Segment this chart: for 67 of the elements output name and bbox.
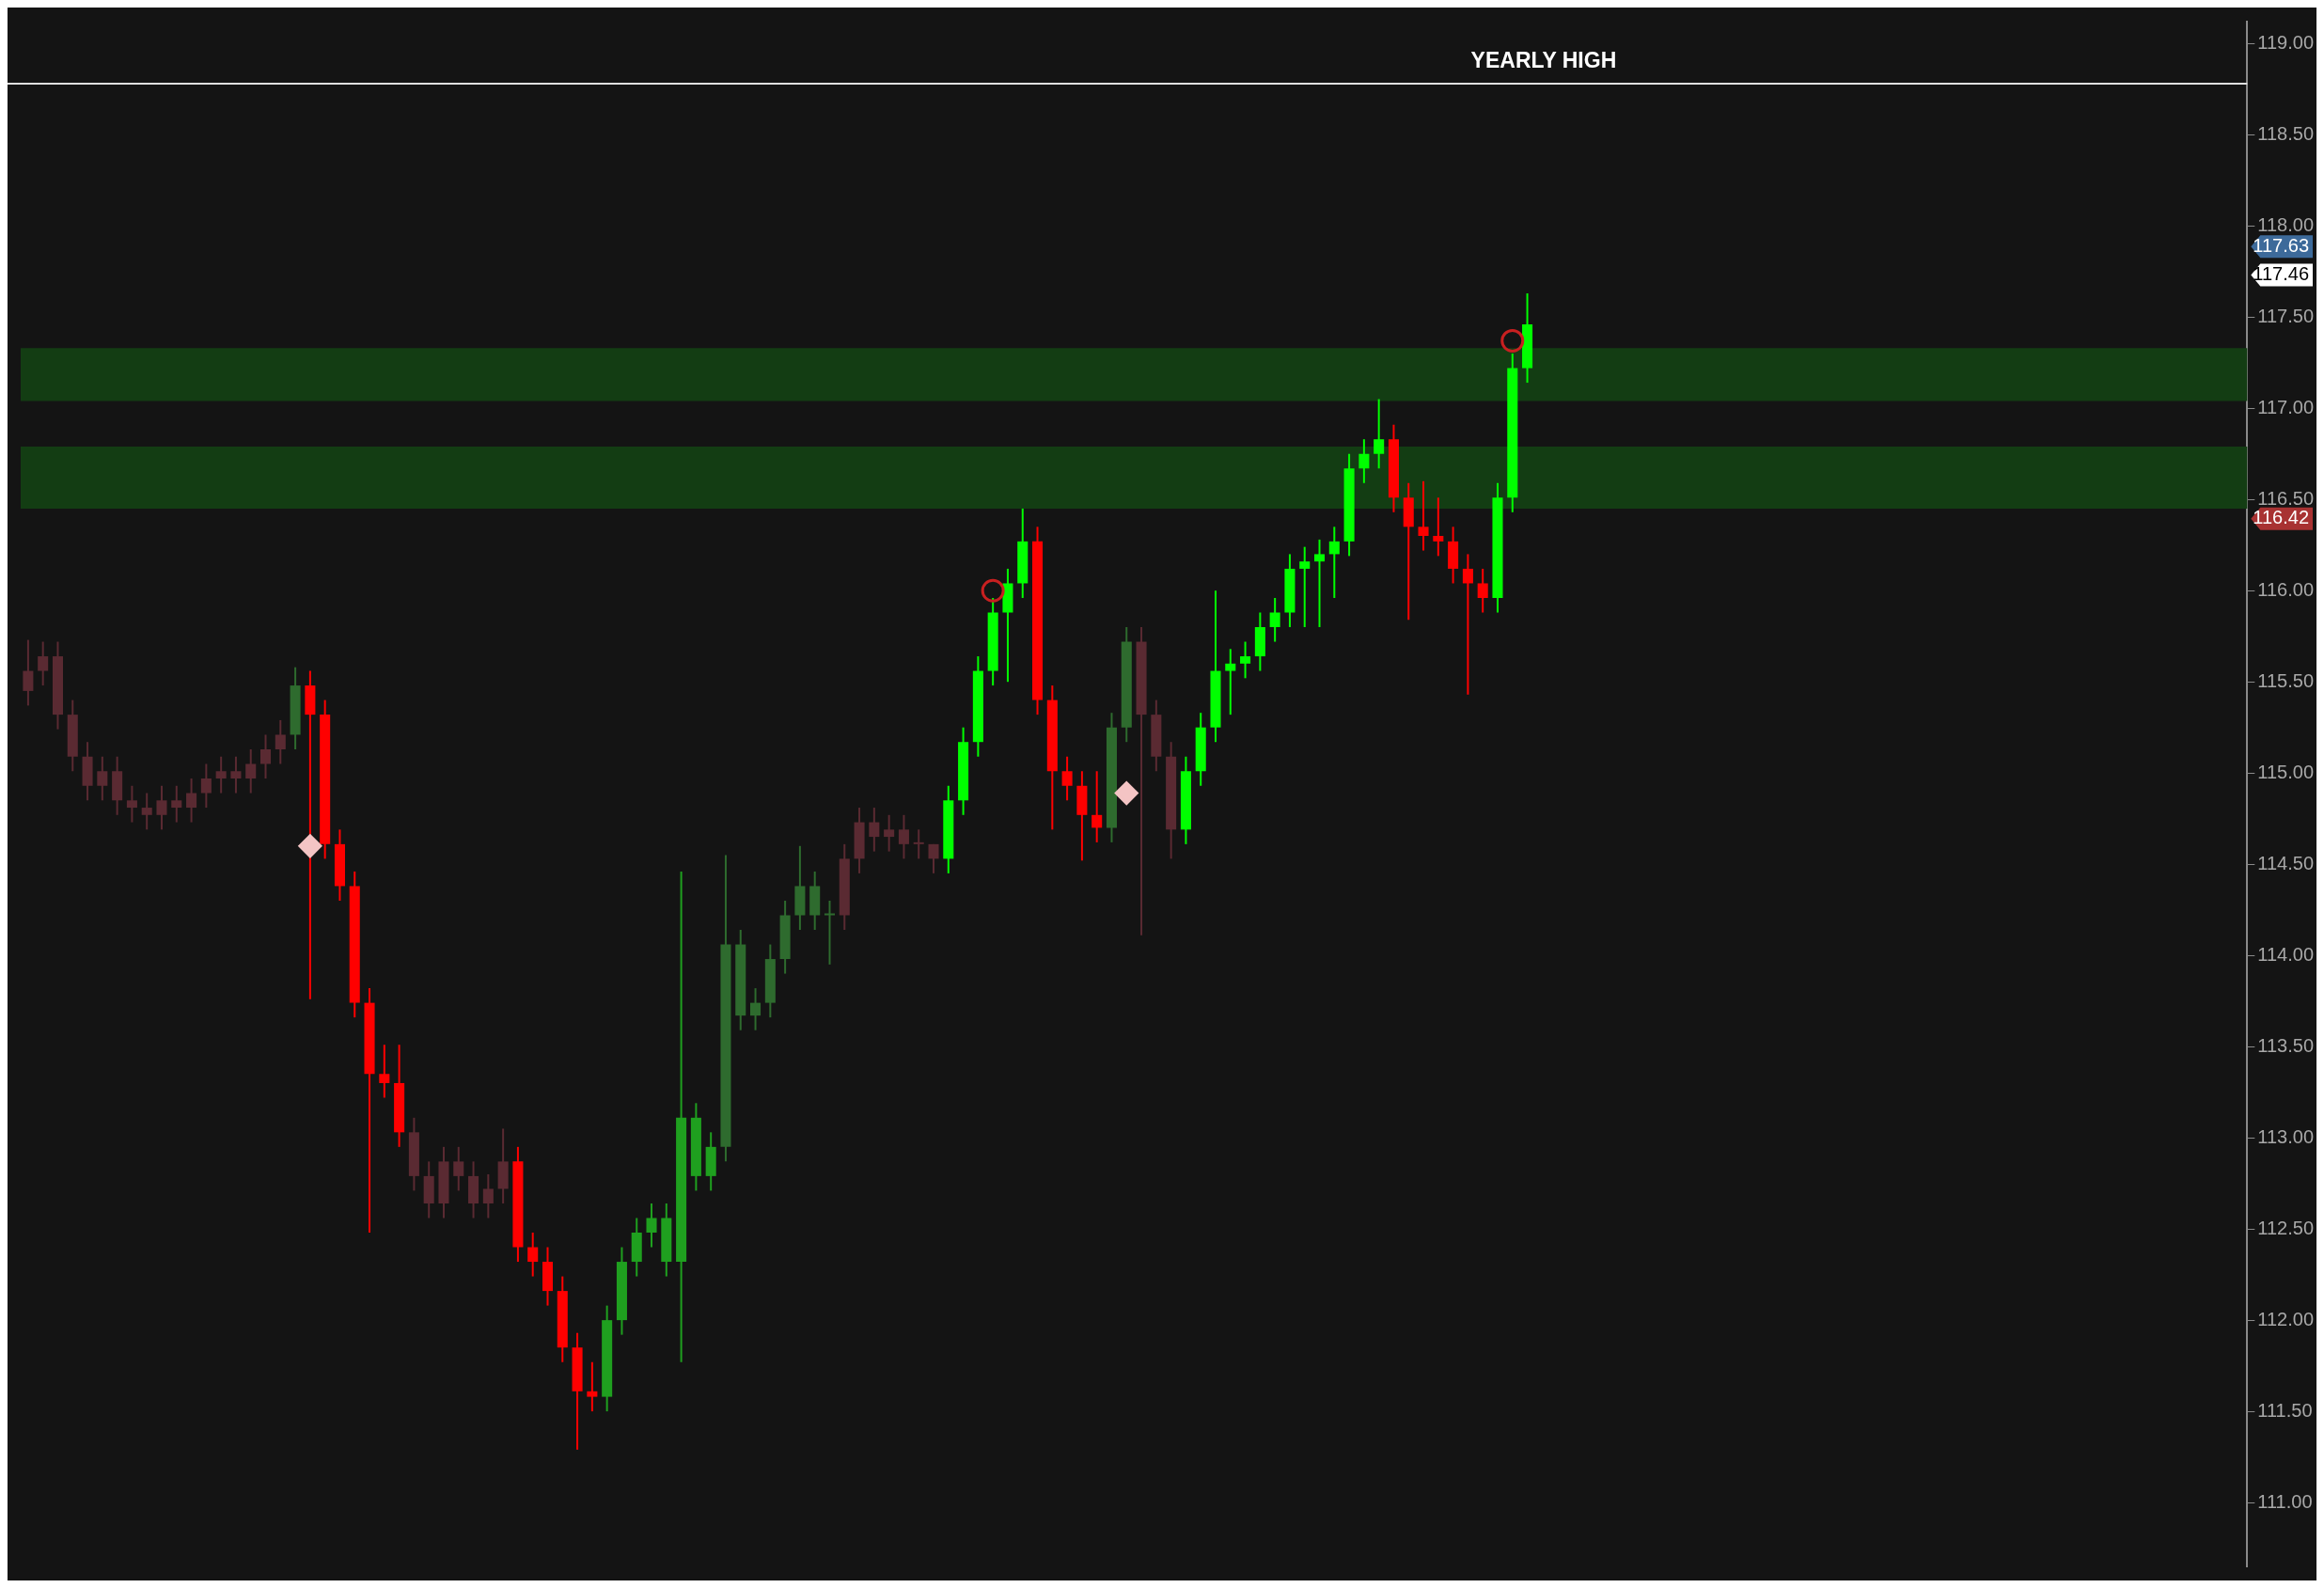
candlestick: [1269, 596, 1280, 643]
candlestick: [141, 792, 152, 831]
candlestick: [126, 784, 137, 824]
y-tick-label: 117.50: [2257, 305, 2314, 326]
candlestick: [38, 640, 49, 687]
candlestick: [913, 828, 924, 860]
candlestick: [587, 1360, 598, 1413]
candlestick: [1418, 480, 1429, 552]
y-tick-label: 111.50: [2257, 1399, 2313, 1421]
candlestick: [898, 813, 909, 860]
candlestick: [379, 1044, 390, 1099]
candlestick: [305, 669, 316, 1000]
candlestick: [869, 807, 880, 853]
candlestick: [97, 755, 108, 802]
candlestick: [215, 755, 227, 794]
point: [1114, 781, 1138, 806]
y-tick-label: 113.50: [2257, 1034, 2314, 1056]
candlestick: [171, 784, 182, 824]
candlestick: [884, 813, 895, 853]
y-tick-label: 115.00: [2257, 761, 2314, 782]
y-tick-label: 118.50: [2257, 122, 2314, 144]
y-tick-label: 115.50: [2257, 669, 2314, 691]
candlestick: [750, 987, 762, 1031]
candlestick: [824, 899, 836, 966]
y-tick-label: 113.00: [2257, 1125, 2314, 1147]
text: 116.42: [2253, 507, 2309, 528]
candlestick: [1433, 496, 1444, 558]
candlestick: [23, 638, 34, 707]
candlestick: [1091, 770, 1103, 843]
y-tick-label: 118.00: [2257, 213, 2314, 235]
y-tick-label: 117.00: [2257, 396, 2314, 417]
y-tick-label: 119.00: [2257, 31, 2314, 53]
candlestick: [1374, 398, 1385, 470]
candlestick: [1477, 567, 1488, 614]
y-tick-label: 111.00: [2257, 1490, 2313, 1512]
candlestick: [1299, 545, 1311, 629]
candlestick: [1462, 553, 1473, 696]
candlestick: [200, 763, 212, 810]
text: 117.63: [2253, 234, 2309, 256]
candlestick: [1358, 438, 1370, 484]
candlestick: [245, 747, 257, 794]
y-tick-label: 112.00: [2257, 1308, 2314, 1329]
point: [981, 578, 1005, 603]
text: 117.46: [2253, 262, 2309, 284]
ref-line-label: YEARLY HIGH: [1470, 47, 1617, 72]
candlestick: [646, 1202, 657, 1249]
candlestick: [1240, 640, 1251, 680]
candlestick: [230, 755, 242, 794]
candlestick: [259, 733, 272, 780]
candlestick: [1328, 526, 1340, 599]
candlestick: [482, 1172, 494, 1219]
candlestick: [186, 778, 197, 824]
candlestick: [1225, 648, 1236, 716]
y-tick-label: 116.00: [2257, 578, 2314, 600]
y-tick-label: 116.50: [2257, 487, 2314, 509]
y-tick-label: 114.00: [2257, 943, 2314, 965]
candlestick: [928, 842, 939, 874]
candlestick: [156, 784, 167, 831]
candlestick: [1313, 538, 1326, 629]
y-tick-label: 112.50: [2257, 1217, 2314, 1238]
point: [1500, 328, 1525, 353]
point: [298, 834, 322, 858]
candlestick: [275, 718, 286, 765]
y-tick-label: 114.50: [2257, 852, 2314, 873]
candlestick: [1061, 755, 1073, 802]
candlestick: [453, 1145, 464, 1192]
candlestick: [527, 1232, 539, 1278]
